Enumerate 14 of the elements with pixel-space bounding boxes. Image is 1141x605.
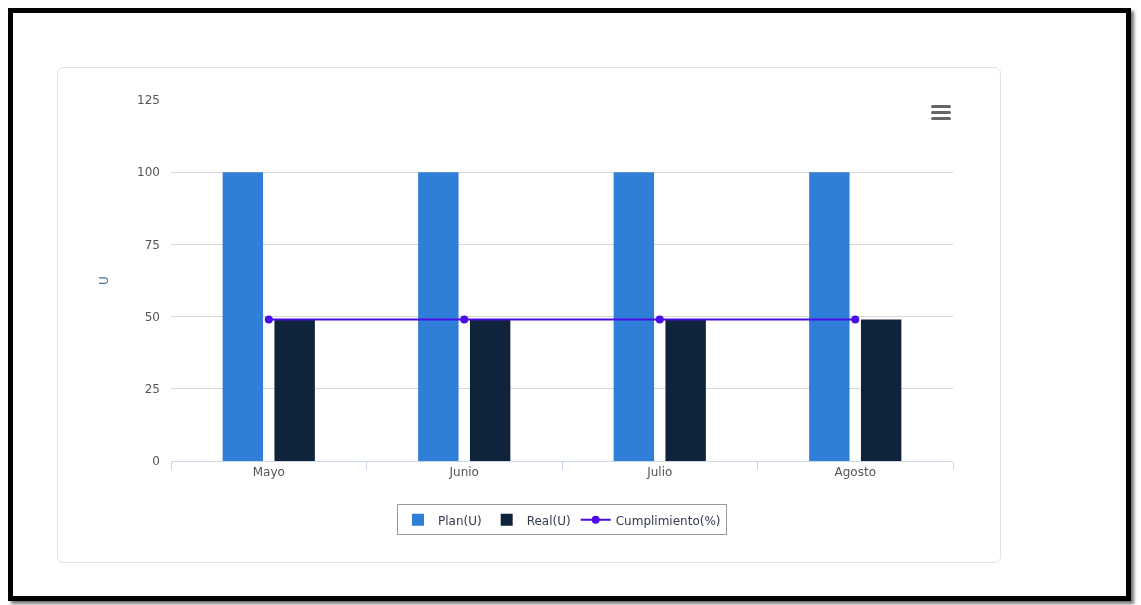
x-tick-label: Julio xyxy=(646,465,673,480)
x-tick-label: Junio xyxy=(448,465,479,480)
y-tick-label: 75 xyxy=(144,237,160,252)
legend-label: Cumplimiento(%) xyxy=(615,513,721,528)
y-tick-label: 125 xyxy=(137,93,160,108)
y-tick-label: 100 xyxy=(137,165,160,180)
x-tick-label: Agosto xyxy=(834,465,876,480)
y-tick-label: 50 xyxy=(144,309,160,324)
legend-label: Real(U) xyxy=(526,513,571,528)
y-tick-label: 0 xyxy=(152,454,160,469)
y-tick-label: 25 xyxy=(144,382,160,396)
y-axis-title: U xyxy=(97,276,112,285)
legend-label: Plan(U) xyxy=(438,513,482,528)
x-tick-label: Mayo xyxy=(252,465,285,480)
